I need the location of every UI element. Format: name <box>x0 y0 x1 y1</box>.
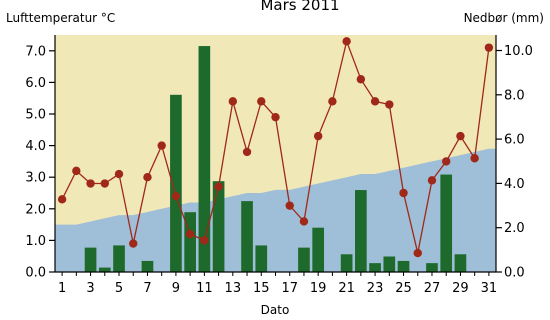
left-axis-tick-label: 7.0 <box>25 44 46 59</box>
temperature-point <box>271 112 280 122</box>
x-axis-tick-label: 21 <box>338 281 355 296</box>
x-axis-tick-label: 11 <box>196 281 213 296</box>
left-axis-tick-label: 6.0 <box>25 76 46 91</box>
precipitation-bar <box>84 247 97 272</box>
precipitation-bar <box>440 174 453 272</box>
left-axis-tick-label: 1.0 <box>25 234 46 249</box>
precipitation-bar <box>184 212 196 272</box>
x-axis-tick-label: 7 <box>143 281 151 296</box>
temperature-point <box>399 188 408 198</box>
left-axis-title: Lufttemperatur °C <box>6 11 115 25</box>
right-axis-tick-label: 8.0 <box>504 88 525 103</box>
precipitation-bar <box>113 245 125 272</box>
left-axis-tick-label: 0.0 <box>25 266 46 281</box>
x-axis-tick-label: 25 <box>395 281 412 296</box>
temperature-point <box>57 195 67 204</box>
x-axis-tick-label: 31 <box>481 281 498 296</box>
temperature-point <box>114 169 124 179</box>
temperature-point <box>72 166 81 176</box>
x-axis-tick-label: 17 <box>281 281 298 296</box>
temperature-point <box>370 97 380 106</box>
temperature-point <box>242 147 252 157</box>
temperature-point <box>313 131 323 141</box>
precipitation-bar <box>426 263 438 272</box>
x-axis-tick-label: 23 <box>367 281 384 296</box>
right-axis-tick-label: 2.0 <box>504 221 525 236</box>
precipitation-bar <box>198 46 211 272</box>
precipitation-bar <box>141 260 154 272</box>
temperature-point <box>143 173 152 182</box>
precipitation-bar <box>212 181 225 272</box>
temperature-point <box>299 217 309 226</box>
precipitation-bar <box>312 227 325 272</box>
precipitation-bar <box>241 201 253 272</box>
precipitation-bar <box>298 247 310 272</box>
x-axis-tick-label: 3 <box>86 281 94 296</box>
temperature-point <box>413 248 422 258</box>
right-axis-title: Nedbør (mm) <box>464 11 544 25</box>
precipitation-bar <box>397 260 410 272</box>
x-axis-tick-label: 29 <box>452 281 469 296</box>
x-axis-tick-label: 5 <box>115 281 123 296</box>
right-axis-tick-label: 6.0 <box>504 133 525 148</box>
temperature-point <box>342 37 351 46</box>
precipitation-bar <box>454 254 467 272</box>
chart-title: Mars 2011 <box>260 0 339 14</box>
normal-temperature-area <box>55 148 496 272</box>
precipitation-bar <box>355 190 367 272</box>
plot-area: 0.0 1.0 2.0 3.0 4.0 5.0 6.0 7.0 0.0 2.0 4.0 6.0 8.0 1… <box>25 35 533 296</box>
temperature-point <box>427 176 437 185</box>
temperature-point <box>356 75 366 84</box>
x-axis-tick-label: 19 <box>310 281 327 296</box>
temperature-point <box>385 100 394 109</box>
precipitation-bar <box>170 94 182 272</box>
temperature-point <box>200 236 209 245</box>
left-axis-tick-label: 4.0 <box>25 139 46 154</box>
precipitation-bar <box>340 254 353 272</box>
right-axis-tick-label: 10.0 <box>504 44 533 59</box>
x-axis-tick-label: 9 <box>172 281 180 296</box>
temperature-point <box>86 179 95 188</box>
right-axis-tick-label: 4.0 <box>504 177 525 192</box>
temperature-point <box>257 97 266 106</box>
precipitation-bar <box>369 263 381 272</box>
temperature-point <box>328 97 337 106</box>
x-axis-tick-label: 27 <box>424 281 441 296</box>
temperature-point <box>214 182 223 191</box>
temperature-point <box>484 43 494 52</box>
left-axis-tick-label: 3.0 <box>25 171 46 186</box>
temperature-point <box>185 229 195 239</box>
precipitation-bar <box>255 245 268 272</box>
left-axis-tick-label: 2.0 <box>25 202 46 217</box>
temperature-point <box>470 154 479 163</box>
precipitation-bar <box>383 256 396 272</box>
temperature-point <box>129 239 138 248</box>
temperature-point <box>285 201 294 210</box>
x-axis-tick-label: 15 <box>253 281 270 296</box>
right-axis-tick-label: 0.0 <box>504 266 525 281</box>
temperature-point <box>157 141 166 150</box>
temperature-point <box>456 131 465 141</box>
temperature-point <box>171 191 181 201</box>
precipitation-bar <box>98 267 111 272</box>
temperature-point <box>100 179 109 188</box>
x-axis-tick-label: 13 <box>225 281 242 296</box>
temperature-point <box>228 97 238 106</box>
x-axis-title: Dato <box>261 303 290 317</box>
temperature-point <box>442 157 451 166</box>
x-axis-tick-label: 1 <box>58 281 66 296</box>
left-axis-tick-label: 5.0 <box>25 108 46 123</box>
